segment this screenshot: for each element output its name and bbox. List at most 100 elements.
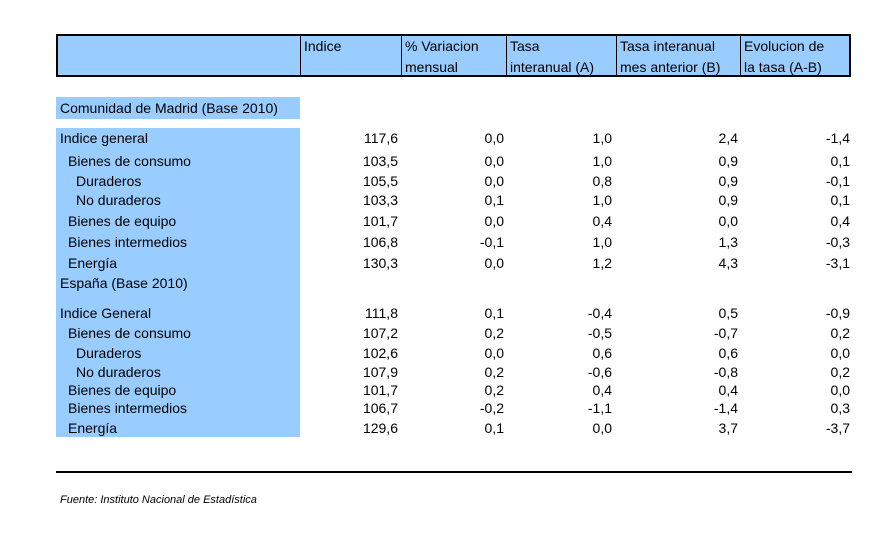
header-variacion-line1: % Variacion [405, 38, 479, 54]
cell-indice: 107,9 [362, 364, 398, 380]
cell-indice: 106,7 [362, 400, 398, 416]
cell-variacion-mensual: 0,2 [484, 382, 504, 398]
cell-tasa-interanual-a: 1,2 [592, 255, 612, 271]
table-row: Duraderos 102,6 0,0 0,6 0,6 0,0 [0, 344, 891, 363]
cell-evolucion-tasa: -3,7 [825, 420, 850, 436]
cell-tasa-interanual-a: -0,6 [587, 364, 612, 380]
table-row: Duraderos 105,5 0,0 0,8 0,9 -0,1 [0, 172, 891, 191]
header-col-variacion: % Variacion mensual [401, 36, 506, 75]
table-row: Energía 130,3 0,0 1,2 4,3 -3,1 [0, 254, 891, 273]
cell-tasa-anterior-b: 0,5 [718, 305, 738, 321]
cell-tasa-anterior-b: 0,4 [718, 382, 738, 398]
cell-tasa-interanual-a: 0,4 [592, 382, 612, 398]
cell-variacion-mensual: 0,0 [484, 130, 504, 146]
row-label: Duraderos [76, 345, 142, 361]
header-tasa-a-line1: Tasa [510, 38, 540, 54]
header-col-label [58, 36, 300, 75]
cell-indice: 103,3 [362, 192, 398, 208]
cell-tasa-anterior-b: 3,7 [718, 420, 738, 436]
header-col-evolucion: Evolucion de la tasa (A-B) [740, 36, 851, 75]
header-col-indice: Indice [300, 36, 401, 75]
cell-evolucion-tasa: 0,4 [830, 213, 850, 229]
table-row: Indice General 111,8 0,1 -0,4 0,5 -0,9 [0, 304, 891, 323]
row-label: Bienes de equipo [68, 213, 177, 229]
bottom-rule [56, 471, 852, 473]
table-row: No duraderos 103,3 0,1 1,0 0,9 0,1 [0, 191, 891, 210]
row-label: Bienes intermedios [68, 234, 188, 250]
section-title-row: España (Base 2010) [0, 274, 891, 293]
cell-variacion-mensual: 0,0 [484, 255, 504, 271]
cell-evolucion-tasa: -0,9 [825, 305, 850, 321]
cell-evolucion-tasa: 0,3 [830, 400, 850, 416]
cell-tasa-interanual-a: 0,8 [592, 173, 612, 189]
cell-tasa-anterior-b: 0,0 [718, 213, 738, 229]
cell-tasa-interanual-a: 0,0 [592, 420, 612, 436]
cell-tasa-interanual-a: 0,6 [592, 345, 612, 361]
label-column-band [56, 128, 300, 437]
row-label: Energía [68, 255, 118, 271]
cell-tasa-anterior-b: -0,8 [713, 364, 738, 380]
cell-indice: 102,6 [362, 345, 398, 361]
cell-indice: 101,7 [362, 382, 398, 398]
cell-tasa-interanual-a: -0,4 [587, 305, 612, 321]
section-title-row: Comunidad de Madrid (Base 2010) [0, 99, 891, 118]
cell-tasa-interanual-a: 0,4 [592, 213, 612, 229]
cell-tasa-anterior-b: -1,4 [713, 400, 738, 416]
cell-tasa-interanual-a: 1,0 [592, 192, 612, 208]
cell-variacion-mensual: 0,2 [484, 364, 504, 380]
table-row: Bienes intermedios 106,8 -0,1 1,0 1,3 -0,3 [0, 233, 891, 252]
cell-evolucion-tasa: -0,3 [825, 234, 850, 250]
cell-tasa-interanual-a: -1,1 [587, 400, 612, 416]
cell-variacion-mensual: -0,1 [479, 234, 504, 250]
cell-evolucion-tasa: 0,1 [830, 192, 850, 208]
cell-tasa-interanual-a: 1,0 [592, 130, 612, 146]
cell-indice: 105,5 [362, 173, 398, 189]
table-row: Indice general 117,6 0,0 1,0 2,4 -1,4 [0, 129, 891, 148]
table-row: Bienes de equipo 101,7 0,2 0,4 0,4 0,0 [0, 381, 891, 400]
row-label: Bienes de consumo [68, 325, 191, 341]
row-label: Duraderos [76, 173, 142, 189]
header-col-tasa-b: Tasa interanual mes anterior (B) [616, 36, 740, 75]
cell-tasa-anterior-b: 0,9 [718, 192, 738, 208]
cell-evolucion-tasa: 0,0 [830, 345, 850, 361]
cell-tasa-interanual-a: -0,5 [587, 325, 612, 341]
cell-tasa-anterior-b: 2,4 [718, 130, 738, 146]
header-tasa-b-line2: mes anterior (B) [620, 59, 721, 75]
cell-evolucion-tasa: 0,2 [830, 364, 850, 380]
header-tasa-a-line2: interanual (A) [510, 59, 595, 75]
header-evolucion-line1: Evolucion de [744, 38, 825, 54]
header-indice-line1: Indice [304, 38, 342, 54]
cell-evolucion-tasa: -3,1 [825, 255, 850, 271]
cell-indice: 130,3 [362, 255, 398, 271]
cell-variacion-mensual: 0,0 [484, 345, 504, 361]
table-row: Bienes de equipo 101,7 0,0 0,4 0,0 0,4 [0, 212, 891, 231]
table-row: Bienes de consumo 107,2 0,2 -0,5 -0,7 0,2 [0, 324, 891, 343]
cell-indice: 111,8 [365, 305, 398, 321]
cell-evolucion-tasa: 0,0 [830, 382, 850, 398]
cell-variacion-mensual: -0,2 [479, 400, 504, 416]
cell-indice: 103,5 [362, 153, 398, 169]
cell-variacion-mensual: 0,0 [484, 213, 504, 229]
table-row: Energía 129,6 0,1 0,0 3,7 -3,7 [0, 419, 891, 438]
row-label: Energía [68, 420, 118, 436]
cell-variacion-mensual: 0,1 [484, 305, 504, 321]
cell-tasa-anterior-b: 0,9 [718, 153, 738, 169]
cell-indice: 106,8 [362, 234, 398, 250]
table-row: Bienes intermedios 106,7 -0,2 -1,1 -1,4 0,3 [0, 399, 891, 418]
row-label: Bienes intermedios [68, 400, 188, 416]
row-label: Indice General [60, 305, 152, 321]
cell-indice: 101,7 [362, 213, 398, 229]
cell-indice: 107,2 [362, 325, 398, 341]
cell-variacion-mensual: 0,0 [484, 173, 504, 189]
cell-evolucion-tasa: 0,2 [830, 325, 850, 341]
cell-tasa-interanual-a: 1,0 [592, 153, 612, 169]
cell-variacion-mensual: 0,1 [484, 420, 504, 436]
row-label: Bienes de equipo [68, 382, 177, 398]
cell-indice: 129,6 [362, 420, 398, 436]
cell-evolucion-tasa: -0,1 [825, 173, 850, 189]
cell-tasa-anterior-b: -0,7 [713, 325, 738, 341]
cell-evolucion-tasa: 0,1 [830, 153, 850, 169]
cell-tasa-anterior-b: 0,6 [718, 345, 738, 361]
cell-tasa-anterior-b: 4,3 [718, 255, 738, 271]
row-label: No duraderos [76, 192, 161, 208]
